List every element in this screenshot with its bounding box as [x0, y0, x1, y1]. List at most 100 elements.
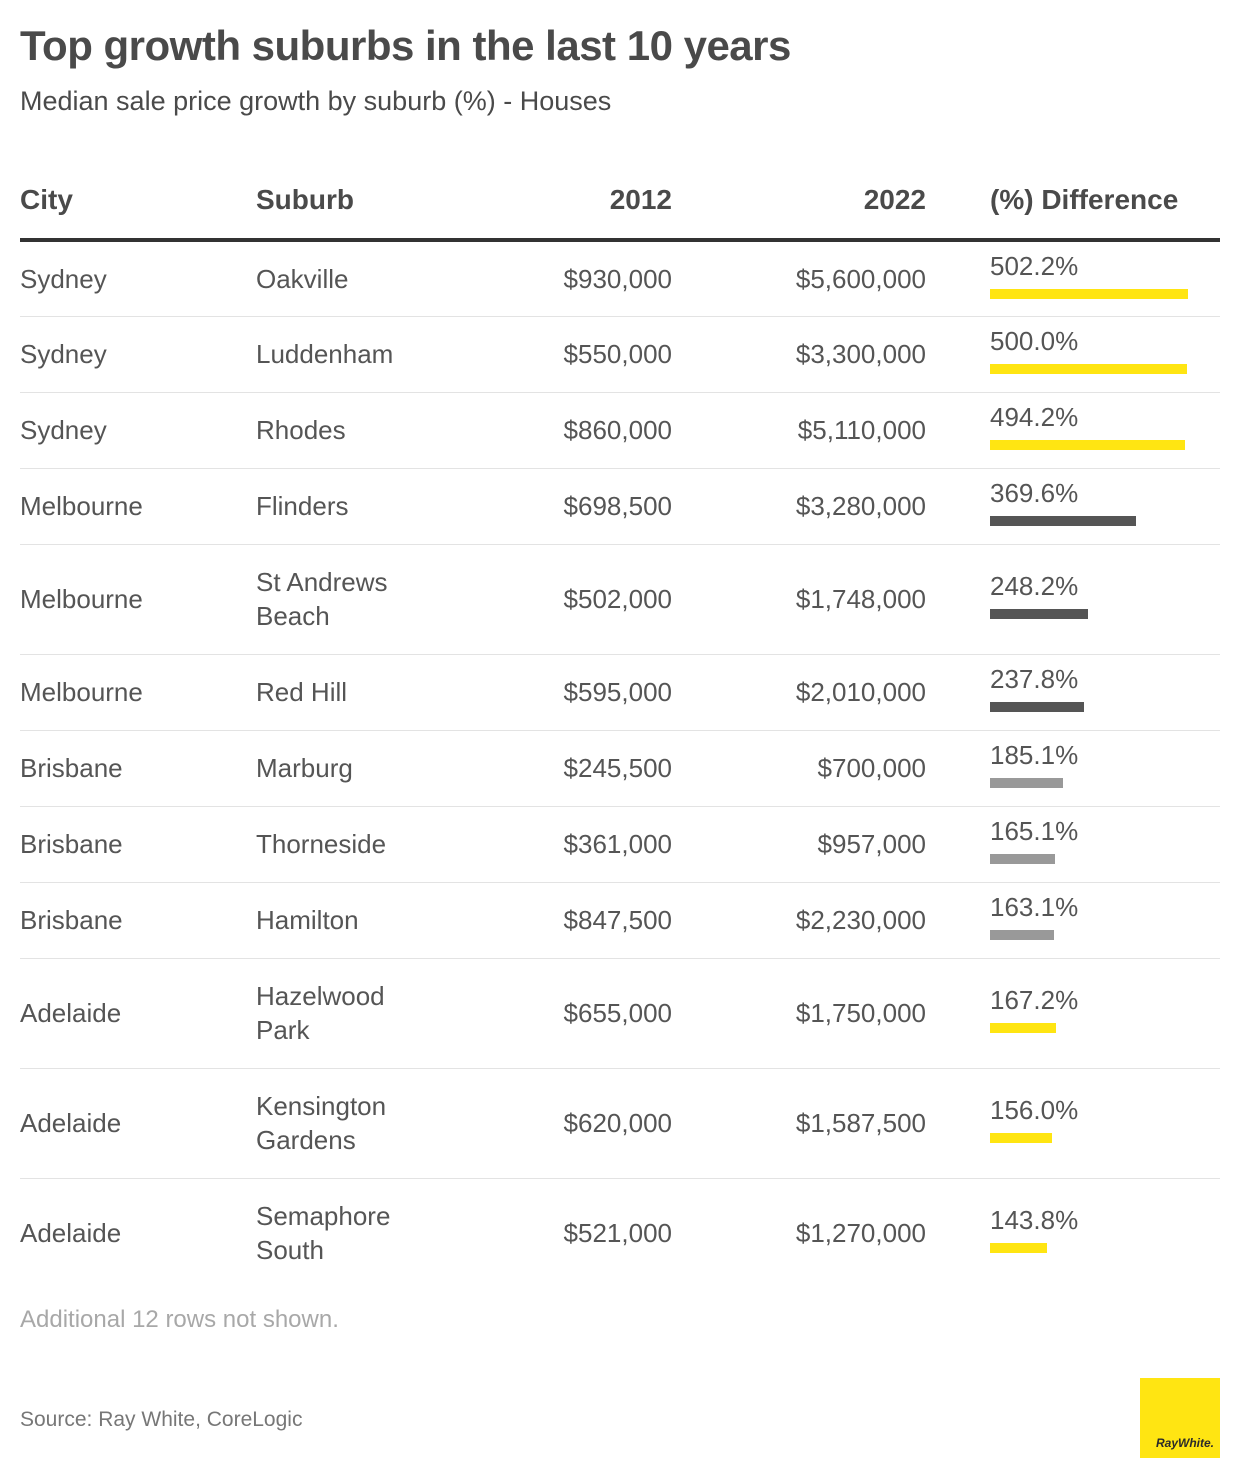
- cell-difference: 494.2%: [926, 392, 1220, 469]
- suburb-label: Kensington Gardens: [256, 1091, 387, 1155]
- difference-bar: [990, 1243, 1047, 1254]
- cell-price-2012: $245,500: [486, 730, 672, 807]
- cell-suburb: Hamilton: [256, 882, 486, 959]
- table-row: Adelaide Kensington Gardens $620,000 $1,587…: [20, 1068, 1220, 1179]
- ray-white-logo: RayWhite.: [1140, 1378, 1220, 1458]
- cell-difference: 185.1%: [926, 730, 1220, 807]
- difference-bar: [990, 1133, 1052, 1143]
- cell-city: Brisbane: [20, 882, 256, 959]
- suburb-label: Rhodes: [256, 415, 346, 445]
- cell-price-2012: $595,000: [486, 654, 672, 731]
- cell-price-2012: $502,000: [486, 544, 672, 655]
- cell-city: Sydney: [20, 240, 256, 317]
- cell-price-2012: $550,000: [486, 316, 672, 393]
- cell-price-2022: $957,000: [672, 806, 926, 883]
- growth-table: City Suburb 2012 2022 (%) Difference Syd…: [20, 162, 1220, 1288]
- cell-suburb: Oakville: [256, 240, 486, 317]
- suburb-label: Hamilton: [256, 905, 359, 935]
- cell-price-2022: $3,280,000: [672, 468, 926, 545]
- chart-subtitle: Median sale price growth by suburb (%) -…: [20, 86, 612, 116]
- cell-price-2012: $698,500: [486, 468, 672, 545]
- difference-label: 494.2%: [990, 402, 1079, 432]
- cell-city: Adelaide: [20, 1068, 256, 1179]
- difference-label: 369.6%: [990, 478, 1079, 508]
- suburb-label: Red Hill: [256, 677, 348, 707]
- cell-city: Sydney: [20, 316, 256, 393]
- table-row: Brisbane Hamilton $847,500 $2,230,000 163.1%: [20, 882, 1220, 959]
- suburb-label: Oakville: [256, 263, 349, 294]
- cell-price-2012: $620,000: [486, 1068, 672, 1179]
- difference-bar: [990, 1023, 1056, 1033]
- table-row: Sydney Oakville $930,000 $5,600,000 502.2%: [20, 240, 1220, 317]
- cell-price-2022: $5,110,000: [672, 392, 926, 469]
- difference-bar: [990, 516, 1136, 526]
- suburb-label: Flinders: [256, 491, 349, 521]
- table-row: Brisbane Marburg $245,500 $700,000 185.1%: [20, 730, 1220, 807]
- cell-price-2022: $1,750,000: [672, 958, 926, 1069]
- difference-bar: [990, 778, 1063, 788]
- suburb-label: Hazelwood Park: [256, 981, 385, 1045]
- cell-suburb: Red Hill: [256, 654, 486, 731]
- logo-text: RayWhite.: [1155, 1436, 1214, 1450]
- cell-difference: 163.1%: [926, 882, 1220, 959]
- column-header-2022: 2022: [672, 162, 926, 242]
- table-row: Sydney Rhodes $860,000 $5,110,000 494.2%: [20, 392, 1220, 469]
- suburb-label: Semaphore South: [256, 1201, 391, 1266]
- cell-price-2012: $847,500: [486, 882, 672, 959]
- cell-price-2012: $655,000: [486, 958, 672, 1069]
- cell-city: Brisbane: [20, 730, 256, 807]
- table-row: Melbourne Red Hill $595,000 $2,010,000 237.8…: [20, 654, 1220, 731]
- cell-city: Adelaide: [20, 1218, 122, 1249]
- difference-label: 163.1%: [990, 892, 1079, 922]
- difference-label: 165.1%: [990, 816, 1079, 846]
- chart-title: Top growth suburbs in the last 10 years: [20, 22, 791, 69]
- cell-difference: 500.0%: [926, 316, 1220, 393]
- suburb-label: St Andrews Beach: [256, 567, 388, 631]
- difference-label: 500.0%: [990, 326, 1079, 356]
- cell-suburb: Rhodes: [256, 392, 486, 469]
- difference-label: 502.2%: [990, 250, 1079, 281]
- cell-difference: 165.1%: [926, 806, 1220, 883]
- difference-bar: [990, 609, 1088, 619]
- cell-city: Sydney: [20, 392, 256, 469]
- cell-price-2022: $1,270,000: [795, 1218, 926, 1249]
- cell-difference: 156.0%: [926, 1068, 1220, 1179]
- difference-bar: [990, 364, 1187, 374]
- difference-bar: [990, 440, 1185, 450]
- cell-price-2022: $1,587,500: [672, 1068, 926, 1179]
- difference-bar: [990, 288, 1188, 299]
- cell-difference: 248.2%: [926, 544, 1220, 655]
- suburb-label: Marburg: [256, 753, 353, 783]
- suburb-label: Luddenham: [256, 339, 394, 369]
- difference-label: 143.8%: [990, 1205, 1079, 1236]
- suburb-label: Thorneside: [256, 829, 387, 859]
- difference-label: 185.1%: [990, 740, 1079, 770]
- column-header-difference: (%) Difference: [926, 162, 1220, 242]
- cell-price-2012: $930,000: [486, 240, 672, 317]
- column-header-city: City: [20, 162, 256, 242]
- cell-price-2022: $2,010,000: [672, 654, 926, 731]
- difference-label: 167.2%: [990, 985, 1079, 1015]
- table-header-row: City Suburb 2012 2022 (%) Difference: [20, 162, 1220, 242]
- cell-price-2022: $3,300,000: [672, 316, 926, 393]
- cell-city: Melbourne: [20, 544, 256, 655]
- column-header-2012: 2012: [486, 162, 672, 242]
- difference-bar: [990, 930, 1054, 940]
- cell-difference: 237.8%: [926, 654, 1220, 731]
- cell-suburb: Hazelwood Park: [256, 958, 486, 1069]
- column-header-suburb: Suburb: [256, 162, 486, 242]
- difference-label: 237.8%: [990, 664, 1079, 694]
- table-row: Adelaide Hazelwood Park $655,000 $1,750,000…: [20, 958, 1220, 1069]
- cell-price-2012: $860,000: [486, 392, 672, 469]
- cell-difference: 502.2%: [926, 240, 1220, 317]
- table-row: Melbourne St Andrews Beach $502,000 $1,748,…: [20, 544, 1220, 655]
- cell-price-2022: $2,230,000: [672, 882, 926, 959]
- cell-city: Brisbane: [20, 806, 256, 883]
- cell-price-2022: $5,600,000: [672, 240, 926, 317]
- cell-price-2012: $521,000: [563, 1218, 672, 1249]
- cell-suburb: Thorneside: [256, 806, 486, 883]
- difference-label: 156.0%: [990, 1095, 1079, 1125]
- difference-label: 248.2%: [990, 571, 1079, 601]
- cell-price-2022: $700,000: [672, 730, 926, 807]
- cell-suburb: Flinders: [256, 468, 486, 545]
